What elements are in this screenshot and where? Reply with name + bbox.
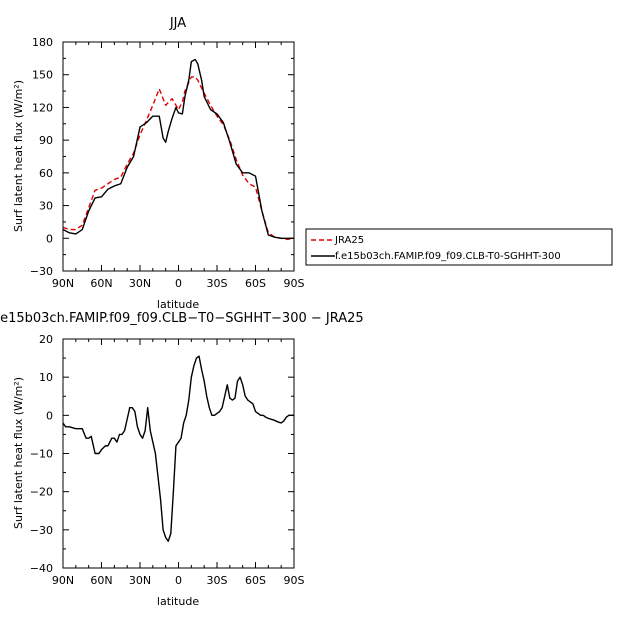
bottom-chart-title: f.e15b03ch.FAMIP.f09_f09.CLB−T0−SGHHT−30…	[0, 311, 364, 326]
legend-entry-jra25: JRA25	[334, 235, 364, 246]
top-y-tick-label: 0	[46, 232, 53, 245]
bottom-y-tick-label: 20	[39, 333, 53, 346]
top-chart-title: JJA	[169, 16, 186, 31]
bottom-plot-frame	[62, 338, 295, 569]
top-panel: JJA Surf latent heat flux (W/m²) latitud…	[12, 16, 305, 311]
bottom-x-tick-label: 30N	[129, 574, 151, 587]
top-x-tick-label: 0	[175, 277, 182, 290]
bottom-series-line-0	[62, 355, 294, 542]
top-y-tick-label: 150	[32, 69, 53, 82]
top-y-tick-label: 180	[32, 36, 53, 49]
top-plot-frame	[62, 41, 295, 272]
bottom-x-tick-label: 60S	[245, 574, 266, 587]
bottom-x-tick-label: 60N	[90, 574, 112, 587]
top-series-line-1	[62, 58, 294, 239]
top-x-tick-label: 60N	[90, 277, 112, 290]
top-x-tick-label: 30N	[129, 277, 151, 290]
top-x-tick-label: 90S	[284, 277, 305, 290]
bottom-panel: f.e15b03ch.FAMIP.f09_f09.CLB−T0−SGHHT−30…	[0, 311, 364, 608]
bottom-y-tick-label: 10	[39, 371, 53, 384]
bottom-y-tick-label: 0	[46, 409, 53, 422]
top-y-tick-label: 60	[39, 167, 53, 180]
bottom-x-tick-label: 90S	[284, 574, 305, 587]
bottom-x-tick-label: 0	[175, 574, 182, 587]
bottom-x-tick-label: 30S	[207, 574, 228, 587]
top-x-axis-label: latitude	[157, 298, 199, 311]
legend-box	[305, 228, 613, 266]
bottom-y-tick-label: −30	[30, 524, 53, 537]
bottom-y-tick-label: −20	[30, 486, 53, 499]
top-y-axis-label: Surf latent heat flux (W/m²)	[12, 80, 25, 232]
legend: JRA25 f.e15b03ch.FAMIP.f09_f09.CLB-T0-SG…	[305, 228, 613, 266]
top-y-tick-label: 120	[32, 101, 53, 114]
top-y-tick-label: −30	[30, 265, 53, 278]
legend-entry-model: f.e15b03ch.FAMIP.f09_f09.CLB-T0-SGHHT-30…	[335, 251, 561, 262]
top-y-tick-label: 90	[39, 134, 53, 147]
top-x-tick-label: 60S	[245, 277, 266, 290]
bottom-x-tick-label: 90N	[52, 574, 74, 587]
top-series-line-0	[62, 76, 295, 241]
bottom-y-axis-label: Surf latent heat flux (W/m²)	[12, 377, 25, 529]
top-y-tick-label: 30	[39, 200, 53, 213]
top-x-tick-label: 90N	[52, 277, 74, 290]
bottom-y-tick-label: −40	[30, 562, 53, 575]
bottom-y-tick-label: −10	[30, 448, 53, 461]
bottom-x-axis-label: latitude	[157, 595, 199, 608]
top-x-tick-label: 30S	[207, 277, 228, 290]
